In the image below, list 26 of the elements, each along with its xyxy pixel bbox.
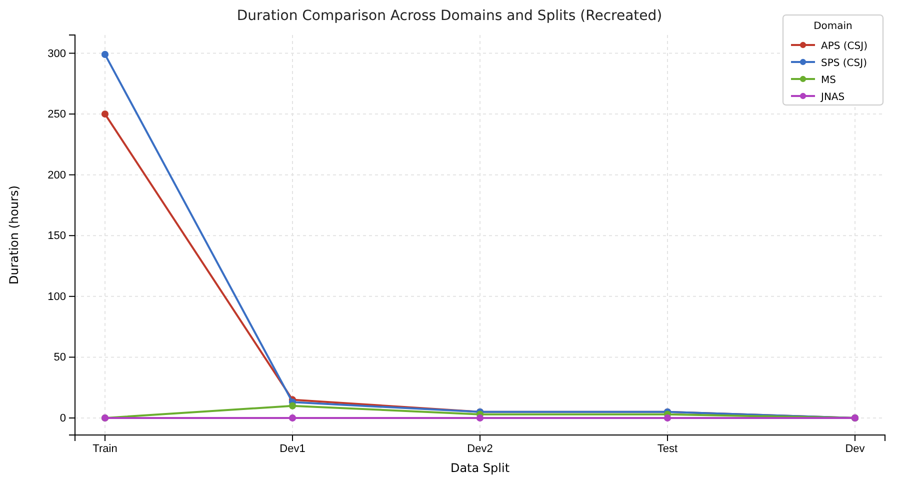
legend-label: SPS (CSJ) [821,58,868,69]
legend-title: Domain [814,21,852,32]
y-tick-label: 250 [48,108,66,121]
x-axis-title: Data Split [450,461,510,475]
legend-label: APS (CSJ) [821,41,868,52]
y-tick-label: 150 [48,230,66,242]
y-tick-label: 0 [60,412,66,424]
y-tick-label: 50 [54,352,66,364]
x-tick-label: Dev1 [280,442,306,455]
point [664,414,672,422]
legend-label: MS [821,75,836,86]
y-axis-title: Duration (hours) [7,185,21,285]
point [288,414,296,422]
x-tick-label: Train [92,442,118,455]
y-tick-label: 200 [48,169,66,182]
x-tick-label: Test [657,442,678,455]
point [101,110,109,118]
legend-label: JNAS [820,92,845,103]
y-tick-label: 300 [48,48,66,60]
point [476,414,484,422]
x-tick-label: Dev [845,442,866,455]
chart-title: Duration Comparison Across Domains and Splits (Recreated) [236,8,662,24]
point [101,50,109,58]
x-tick-label: Dev2 [467,442,493,455]
point [288,402,296,410]
y-tick-label: 100 [48,290,66,303]
